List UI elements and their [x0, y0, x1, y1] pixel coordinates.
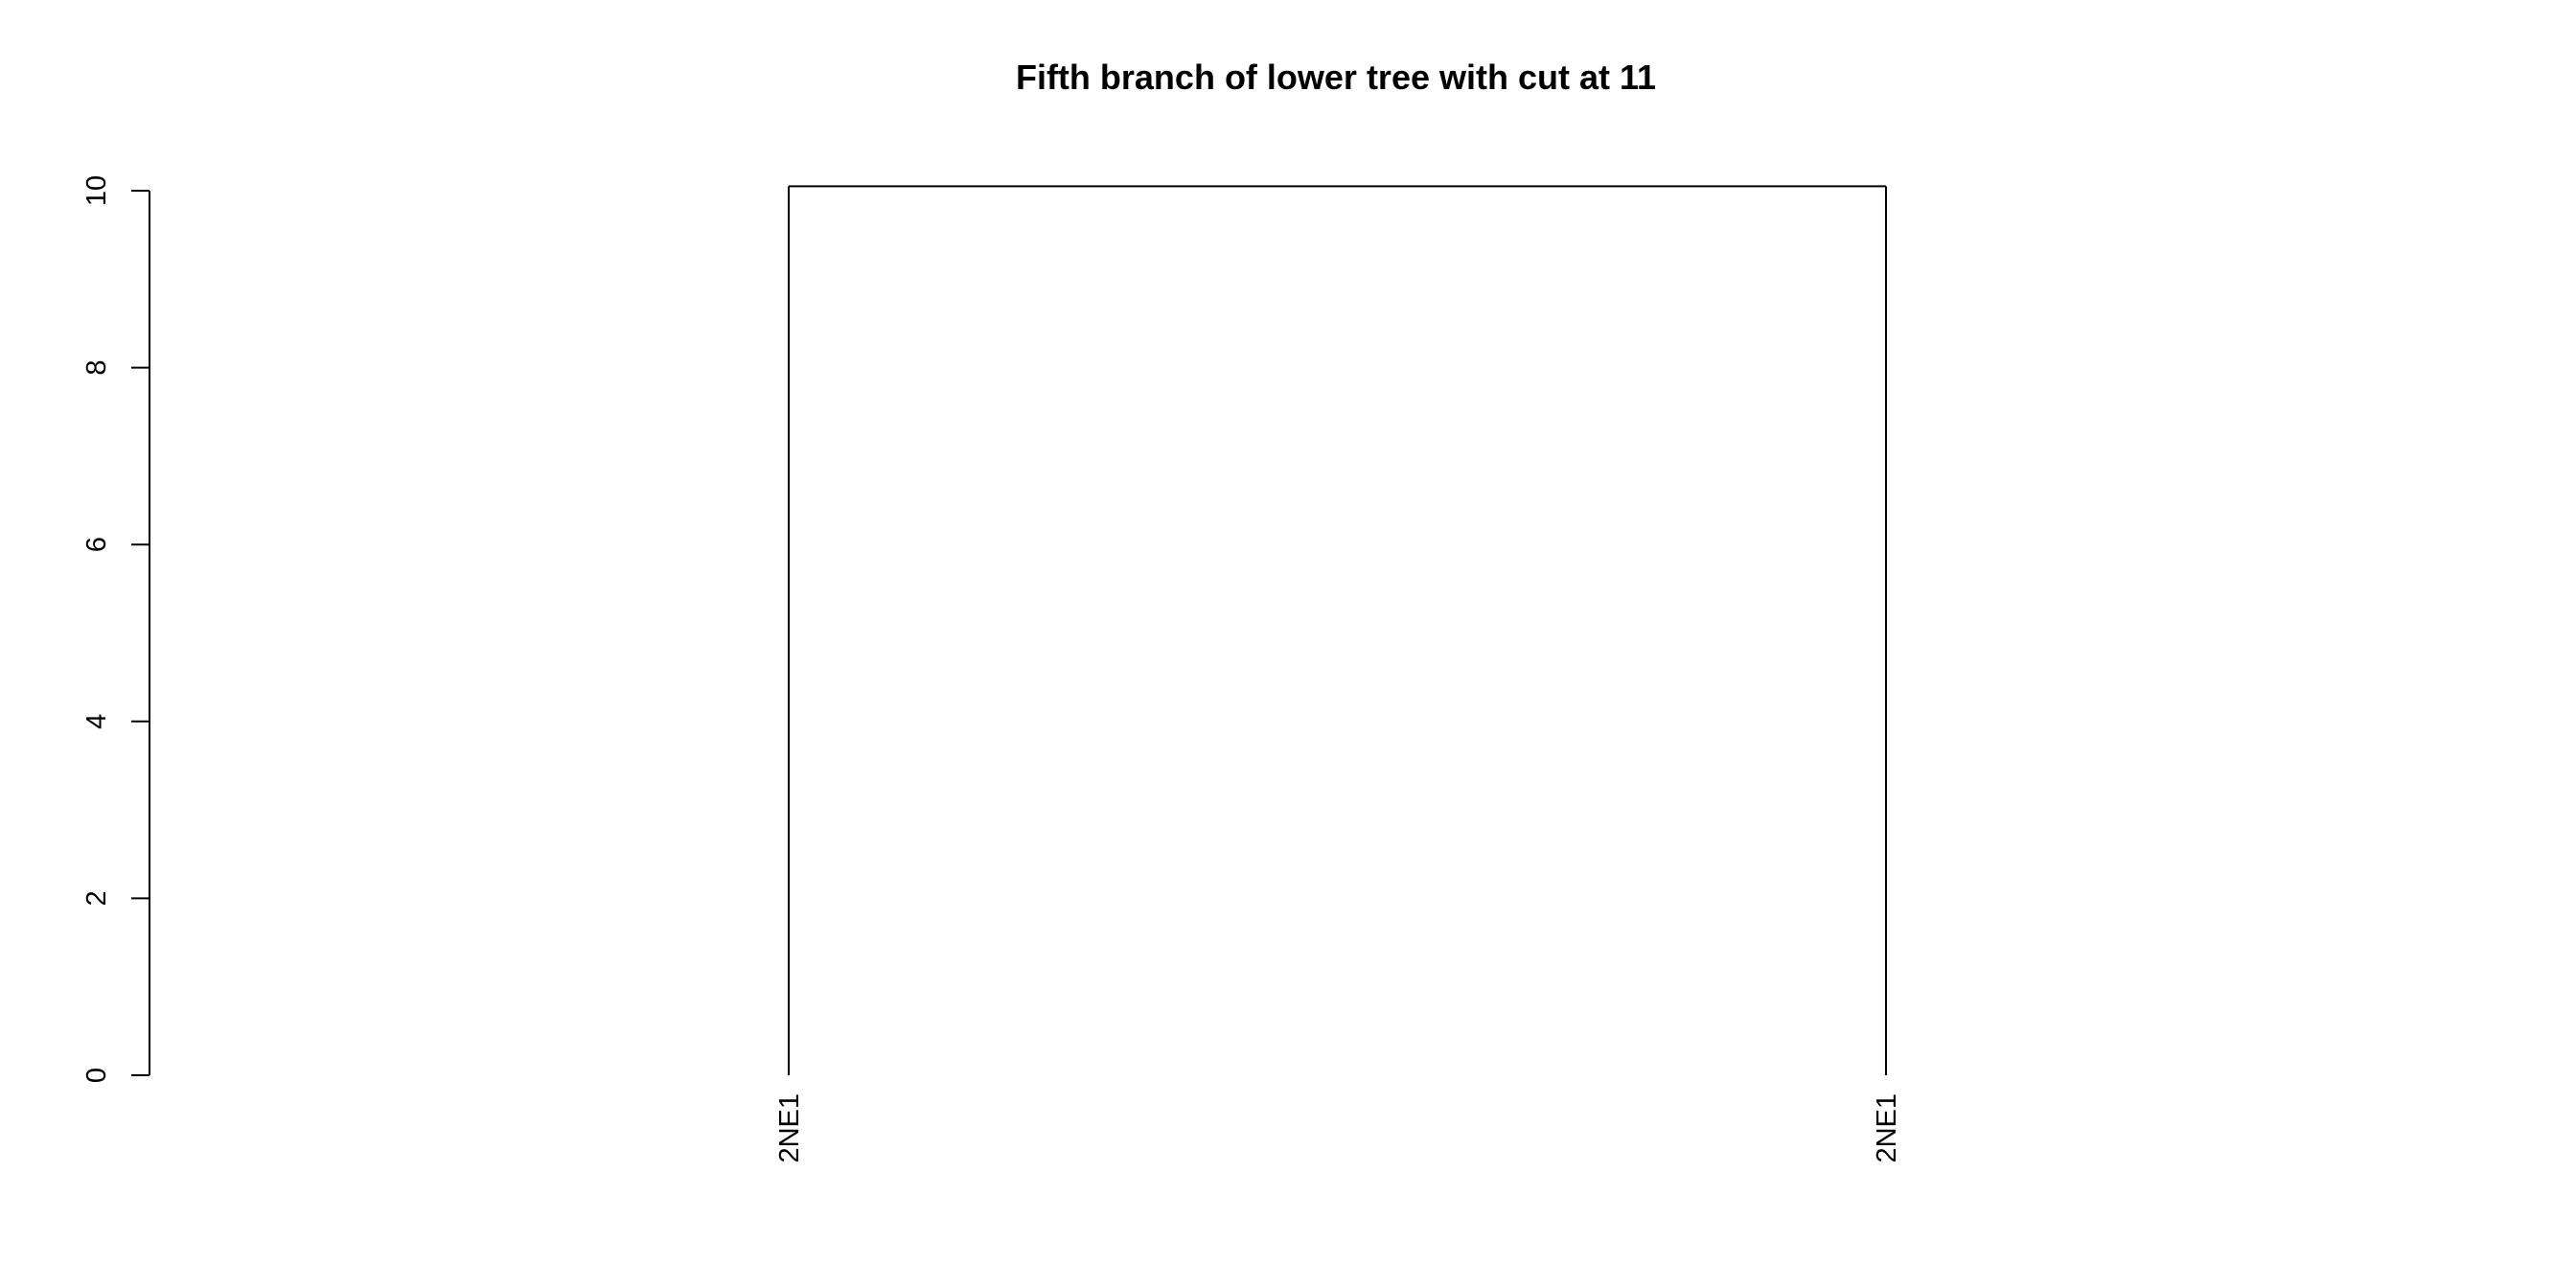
y-tick-label: 6 — [81, 537, 112, 552]
y-tick-label: 8 — [81, 360, 112, 376]
y-axis: 0 2 4 6 8 10 — [81, 175, 150, 1083]
leaf-labels: 2NE1 2NE1 — [774, 1093, 1902, 1163]
y-tick-label: 2 — [81, 890, 112, 906]
y-tick-label: 0 — [81, 1068, 112, 1083]
y-tick-label: 4 — [81, 714, 112, 729]
y-tick-label: 10 — [81, 175, 112, 206]
dendrogram-branches — [788, 185, 1887, 1075]
chart-title: Fifth branch of lower tree with cut at 1… — [1016, 58, 1656, 97]
leaf-label: 2NE1 — [1872, 1093, 1902, 1163]
leaf-label: 2NE1 — [774, 1093, 805, 1163]
